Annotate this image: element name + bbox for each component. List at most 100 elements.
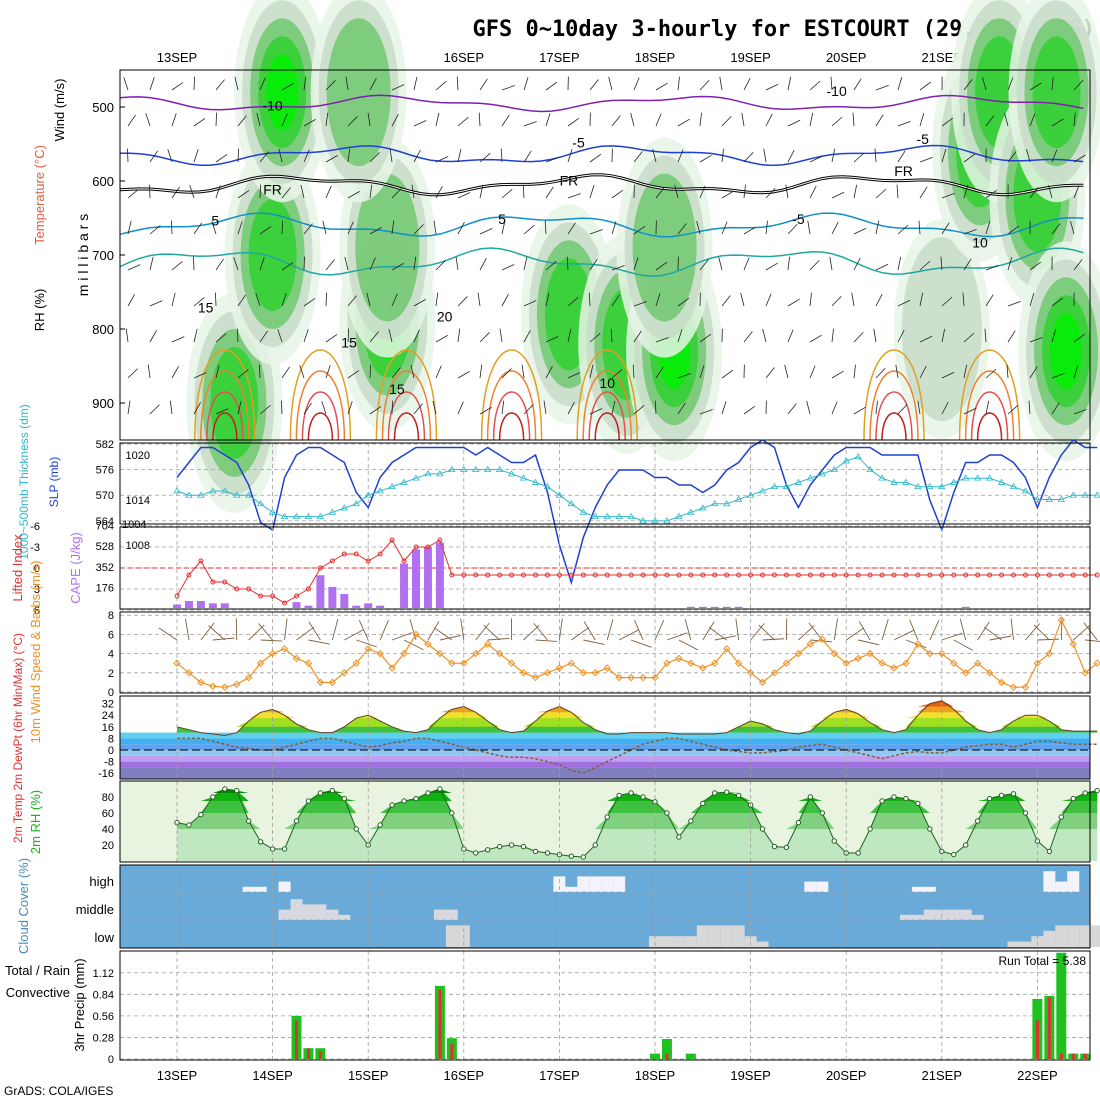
- thickness-point: [866, 465, 874, 473]
- wind-barb: [959, 618, 967, 641]
- wind-barb: [325, 334, 338, 343]
- wind-side-label: Wind (m/s): [52, 79, 67, 142]
- precip-convective-bar: [1071, 1053, 1075, 1059]
- rh-point: [724, 789, 730, 795]
- li-point: [317, 565, 323, 571]
- wind-barb: [919, 365, 927, 379]
- wind-barb: [743, 152, 754, 163]
- cloud-level-label: middle: [76, 902, 114, 917]
- wind-barb: [501, 368, 512, 379]
- cloud-cell: [672, 936, 685, 947]
- wind-barb: [501, 114, 510, 127]
- thickness-point: [1045, 495, 1054, 502]
- contour-label: 20: [437, 309, 453, 325]
- wind-barb: [589, 408, 603, 415]
- li-point: [879, 572, 885, 578]
- wind-barb: [127, 189, 139, 199]
- wind-barb: [897, 299, 911, 307]
- wind-barb: [589, 112, 591, 127]
- wind-barb: [369, 257, 376, 271]
- day-label-top: 13SEP: [157, 50, 197, 65]
- wind-barb: [666, 632, 688, 641]
- wind-barb: [721, 116, 732, 127]
- wind-barb: [413, 120, 427, 127]
- wind-barb: [875, 220, 880, 235]
- thickness-point: [758, 487, 767, 494]
- wind-barb: [523, 150, 532, 163]
- wind-barb: [127, 220, 132, 235]
- li-point: [712, 572, 718, 578]
- wind-barb: [1007, 404, 1019, 415]
- pressure-axis-label: m i l l i b a r s: [75, 214, 91, 296]
- li-point: [544, 572, 550, 578]
- wind-barb: [215, 408, 229, 415]
- wind-barb: [567, 222, 576, 235]
- wind-barb: [391, 114, 399, 127]
- cloud-cell: [911, 886, 924, 892]
- rh-tick-label: 20: [102, 840, 114, 852]
- wind-barb: [303, 223, 313, 235]
- wind-barb: [281, 83, 294, 91]
- wind-barb: [677, 76, 680, 91]
- li-point: [927, 572, 933, 578]
- wind-speed-point: [328, 678, 337, 687]
- thickness-tick-label: 582: [96, 439, 114, 451]
- wind-barb: [523, 77, 529, 91]
- cape-bar: [316, 575, 325, 608]
- li-point: [341, 551, 347, 557]
- wind-barb: [171, 113, 177, 127]
- precip-convective-bar: [1059, 1053, 1063, 1059]
- rh-point: [401, 798, 407, 804]
- wind-barb: [963, 79, 973, 91]
- precip-convective-bar: [1035, 1020, 1039, 1059]
- wind-barb: [830, 76, 833, 91]
- wind-barb: [985, 264, 999, 271]
- wind-barb: [411, 184, 415, 199]
- slp-thickness-frame: [119, 442, 1091, 525]
- wind-barb: [807, 220, 811, 235]
- rh-tick-label: 40: [102, 824, 114, 836]
- wind-speed-point: [1093, 659, 1100, 667]
- wind-barb: [281, 293, 287, 307]
- wind-barb: [743, 226, 756, 235]
- cloud-cell: [302, 904, 315, 920]
- rh-point: [389, 802, 395, 808]
- cape-bar: [412, 549, 420, 608]
- cape-bar: [423, 547, 432, 608]
- wind-barb: [347, 191, 360, 199]
- wind-barb: [875, 114, 884, 127]
- wind-barb: [831, 370, 844, 379]
- cape-bar: [698, 606, 707, 608]
- wind-barb: [457, 148, 462, 163]
- temperature-fill: [177, 700, 1098, 719]
- wind-barb: [1029, 336, 1043, 343]
- wind-barb: [435, 186, 443, 199]
- wind-barb: [919, 186, 928, 199]
- li-point: [1011, 572, 1016, 578]
- li-point: [461, 572, 467, 578]
- wind-barb: [237, 369, 249, 379]
- wind-speed-point: [1069, 640, 1077, 648]
- wind-barb: [677, 149, 684, 163]
- wind-speed-point: [483, 640, 492, 648]
- wind-barb: [765, 220, 768, 235]
- wind-barb: [829, 256, 833, 271]
- wind-barb: [897, 77, 903, 91]
- wind-speed-point: [914, 640, 922, 648]
- rh-point: [520, 843, 527, 850]
- wind-barb: [963, 153, 976, 163]
- rh-point: [341, 795, 347, 802]
- thickness-point: [615, 512, 623, 519]
- cloud-cell: [899, 914, 912, 920]
- wind-barb: [535, 639, 558, 642]
- wind-barb: [479, 228, 493, 235]
- wind-barb: [522, 184, 525, 199]
- wind-barb: [345, 76, 349, 91]
- wind-barb: [460, 618, 465, 641]
- wind-speed-point: [173, 659, 181, 667]
- wind-barb: [699, 333, 712, 343]
- wind-speed-point: [770, 669, 779, 677]
- wind-barb: [433, 220, 437, 235]
- cloud-cell: [923, 909, 936, 920]
- temperature-contour: [964, 370, 1015, 441]
